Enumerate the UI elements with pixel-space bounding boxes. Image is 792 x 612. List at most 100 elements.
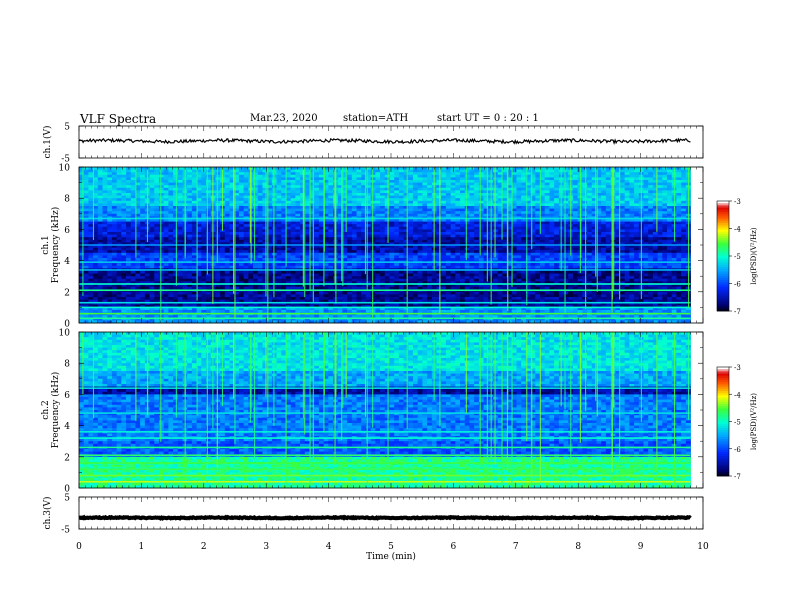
x-tick-label: 10 xyxy=(697,542,709,552)
sferic-burst xyxy=(309,167,311,290)
colorbar-label: log(PSD)(V²/Hz) xyxy=(750,393,758,450)
y-axis-label-frequency: Frequency (kHz) xyxy=(50,372,61,449)
colorbar-tick-label: -3 xyxy=(734,364,741,372)
sferic-burst xyxy=(613,332,615,408)
sferic-burst xyxy=(345,167,347,233)
sferic-burst xyxy=(640,332,642,422)
sferic-burst xyxy=(323,332,325,396)
y-tick-label: -5 xyxy=(61,526,70,536)
sferic-burst xyxy=(486,167,488,282)
sferic-burst xyxy=(511,167,513,287)
x-tick-label: 2 xyxy=(201,542,207,552)
y-tick-label: -5 xyxy=(61,155,70,165)
sferic-burst xyxy=(335,332,337,397)
sferic-burst xyxy=(249,167,251,243)
figure-title: VLF Spectra xyxy=(80,112,157,126)
sferic-burst xyxy=(184,332,186,477)
colorbar-tick-label: -5 xyxy=(734,253,741,261)
colorbar-label: log(PSD)(V²/Hz) xyxy=(750,227,758,284)
sferic-burst xyxy=(560,332,562,407)
sferic-burst xyxy=(160,332,162,442)
sferic-burst xyxy=(494,332,496,465)
emission-line xyxy=(79,437,691,439)
sferic-burst xyxy=(285,167,287,267)
sferic-burst xyxy=(267,332,269,417)
sferic-burst xyxy=(342,167,344,286)
emission-line xyxy=(79,317,691,320)
sferic-burst xyxy=(250,332,252,414)
sferic-burst xyxy=(146,167,149,243)
spectrogram-ch1 xyxy=(79,167,691,324)
emission-line xyxy=(79,306,691,309)
sferic-burst xyxy=(206,167,208,275)
sferic-burst xyxy=(490,332,492,479)
sferic-burst xyxy=(560,167,562,272)
sferic-burst xyxy=(539,332,541,483)
y-tick-label: 4 xyxy=(64,257,70,267)
sferic-burst xyxy=(206,332,208,483)
sferic-burst xyxy=(341,167,343,282)
sferic-burst xyxy=(387,167,389,243)
sferic-burst xyxy=(501,167,503,240)
emission-line xyxy=(79,312,691,315)
sferic-burst xyxy=(619,332,621,481)
colorbar-ch1 xyxy=(716,200,732,312)
y-axis-label-channel: ch.2 xyxy=(41,400,51,419)
y-tick-label: 10 xyxy=(59,164,71,174)
sferic-burst xyxy=(267,167,269,322)
y-axis-label: ch.3(V) xyxy=(42,497,53,530)
sferic-burst xyxy=(506,332,508,471)
sferic-burst xyxy=(366,167,368,290)
sferic-burst xyxy=(585,332,587,412)
sferic-burst xyxy=(221,332,224,407)
sferic-burst xyxy=(254,167,256,261)
sferic-burst xyxy=(233,167,235,294)
x-tick-label: 5 xyxy=(388,542,394,552)
sferic-burst xyxy=(688,167,690,308)
colorbar-tick-label: -6 xyxy=(734,281,741,289)
emission-line xyxy=(79,474,691,477)
emission-line xyxy=(79,480,691,483)
sferic-burst xyxy=(673,167,676,242)
sferic-burst xyxy=(175,167,177,286)
sferic-burst xyxy=(387,332,389,463)
sferic-burst xyxy=(511,332,513,483)
sferic-burst xyxy=(345,332,347,398)
sferic-burst xyxy=(216,332,218,468)
sferic-burst xyxy=(92,332,95,419)
sferic-burst xyxy=(613,167,615,291)
sferic-burst xyxy=(196,332,198,416)
sferic-burst xyxy=(160,167,162,321)
sferic-burst xyxy=(234,167,236,319)
sferic-burst xyxy=(595,332,597,401)
sferic-burst xyxy=(611,167,613,313)
y-axis-label: ch.1(V) xyxy=(42,126,53,159)
sferic-burst xyxy=(135,332,137,421)
sferic-burst xyxy=(595,167,597,277)
y-tick-label: 5 xyxy=(64,494,70,504)
sferic-burst xyxy=(406,332,408,430)
sferic-burst xyxy=(312,167,314,302)
sferic-burst xyxy=(254,332,256,460)
x-tick-label: 3 xyxy=(263,542,269,552)
sferic-burst xyxy=(406,167,408,315)
sferic-burst xyxy=(539,167,541,234)
sferic-burst xyxy=(334,332,336,466)
emission-line xyxy=(79,446,691,449)
sferic-burst xyxy=(494,167,496,258)
sferic-burst xyxy=(433,167,435,271)
y-tick-label: 4 xyxy=(64,422,70,432)
colorbar-tick-label: -5 xyxy=(734,419,741,427)
colorbar-tick-label: -4 xyxy=(734,391,741,399)
sferic-burst xyxy=(611,332,613,473)
sferic-burst xyxy=(526,332,528,442)
sferic-burst xyxy=(564,332,566,410)
sferic-burst xyxy=(196,167,198,301)
y-axis-label-channel: ch.1 xyxy=(41,235,51,254)
date-label: Mar.23, 2020 xyxy=(250,113,318,124)
sferic-burst xyxy=(570,167,572,256)
sferic-burst xyxy=(490,167,492,305)
sferic-burst xyxy=(341,332,343,440)
y-tick-label: 8 xyxy=(64,360,70,370)
